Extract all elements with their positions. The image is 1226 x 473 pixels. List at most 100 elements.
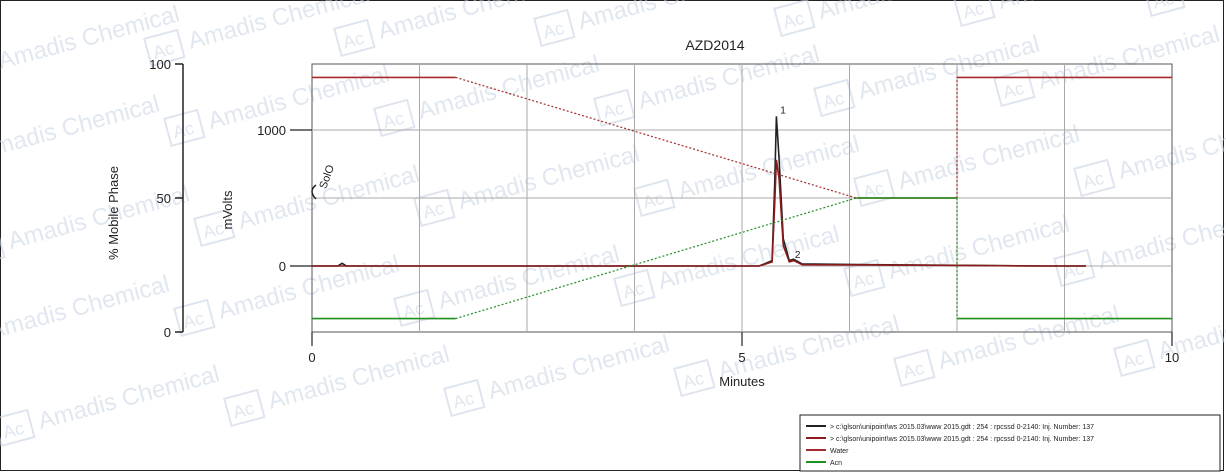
watermark-text: Amadis Chemical (0, 271, 172, 345)
series-layer: 12 (311, 76, 1172, 320)
watermark-logo-box (163, 108, 206, 148)
watermark-logo: Ac (451, 388, 476, 413)
watermark-text: Amadis Chemical (575, 0, 762, 35)
watermark-text: Amadis Chemical (455, 141, 642, 215)
watermark-logo: Ac (641, 188, 666, 213)
watermark-logo: Ac (901, 358, 926, 383)
watermark-logo-box (673, 358, 716, 398)
watermark-logo-box (413, 188, 456, 228)
watermark-text: Amadis Chemical (1185, 0, 1226, 5)
watermark: Ac Amadis Chemical (853, 121, 1082, 208)
x-axis-label: Minutes (719, 374, 765, 389)
watermark-logo-box (853, 168, 896, 208)
watermark-logo-box (1053, 248, 1096, 288)
y-tick-label-mvolts: 0 (279, 259, 286, 274)
watermark-logo: Ac (341, 28, 366, 53)
watermark-logo: Ac (621, 278, 646, 303)
x-tick-label: 5 (738, 350, 745, 365)
watermark-logo: Ac (681, 368, 706, 393)
watermark-logo-box (633, 178, 676, 218)
watermark-logo: Ac (961, 0, 986, 23)
watermark-text: Amadis Chemical (215, 251, 402, 325)
watermark-logo-box (613, 268, 656, 308)
watermark-logo: Ac (181, 308, 206, 333)
watermark-text: Amadis Chemical (895, 121, 1082, 195)
watermark-text: Amadis Chemical (435, 241, 622, 315)
watermark-text: Amadis Chemical (1115, 111, 1226, 185)
peak-label: 2 (795, 250, 801, 261)
watermark-logo: Ac (851, 268, 876, 293)
watermark-logo-box (1113, 338, 1156, 378)
chart-title: AZD2014 (685, 37, 744, 53)
x-tick-label: 10 (1165, 350, 1179, 365)
watermark-logo-box (223, 388, 266, 428)
watermark-logo: Ac (1081, 168, 1106, 193)
watermark-logo-box (333, 18, 376, 58)
watermark-logo: Ac (1, 418, 26, 443)
watermark-logo: Ac (821, 88, 846, 113)
legend: > c:\glson\unipoint\ws 2015.03\www 2015.… (799, 414, 1221, 472)
legend-box (799, 414, 1221, 472)
watermark: Ac Amadis Chemical (1073, 111, 1226, 198)
watermark-logo-box (533, 8, 576, 48)
watermark-logo-box (773, 0, 816, 38)
y-axis-label-percent: % Mobile Phase (106, 166, 121, 260)
y-tick-label-percent: 0 (164, 325, 171, 340)
watermark-logo: Ac (861, 178, 886, 203)
watermark-logo-box (1143, 0, 1186, 18)
watermark-text: Amadis Chemical (35, 361, 222, 435)
series-trace-2 (312, 159, 1086, 267)
watermark-text: Amadis Chemical (1095, 201, 1226, 275)
peak-label: 1 (780, 106, 786, 117)
legend-entry: Acn (830, 460, 842, 467)
watermark-text: Amadis Chemical (0, 91, 162, 165)
y-tick-label-percent: 50 (157, 191, 171, 206)
watermark-text: Amadis Chemical (265, 341, 452, 415)
watermark-logo-box (373, 98, 416, 138)
watermark: Ac Amadis Chemical (613, 221, 842, 308)
watermark-logo: Ac (541, 18, 566, 43)
watermark-logo: Ac (1121, 348, 1146, 373)
watermark-text: Amadis Chemical (655, 221, 842, 295)
watermark-logo-box (173, 298, 216, 338)
watermark-logo-box (813, 78, 856, 118)
watermark-logo: Ac (1001, 78, 1026, 103)
y-tick-label-percent: 100 (149, 57, 171, 72)
legend-entry: Water (830, 448, 849, 455)
watermark: Ac Amadis Chemical (413, 141, 642, 228)
watermark-text: Amadis Chemical (205, 61, 392, 135)
watermark-logo-box (953, 0, 996, 28)
watermark-logo-box (393, 288, 436, 328)
series-segment-water (455, 76, 857, 199)
watermark-logo: Ac (381, 108, 406, 133)
legend-entry: > c:\glson\unipoint\ws 2015.03\www 2015.… (830, 424, 1094, 431)
watermark-logo-box (193, 208, 236, 248)
watermark: Ac Amadis Chemical (173, 251, 402, 338)
watermark-text: Amadis Chemical (485, 331, 672, 405)
y-tick-label-mvolts: 1000 (257, 123, 286, 138)
series-segment-acn (455, 197, 857, 320)
watermark-logo-box (893, 348, 936, 388)
watermark-logo: Ac (781, 8, 806, 33)
watermark: Ac Amadis Chemical (0, 361, 222, 448)
x-tick-label: 0 (308, 350, 315, 365)
watermark-logo: Ac (601, 98, 626, 123)
watermark-logo: Ac (421, 198, 446, 223)
y-axis-label-mvolts: mVolts (220, 190, 235, 230)
